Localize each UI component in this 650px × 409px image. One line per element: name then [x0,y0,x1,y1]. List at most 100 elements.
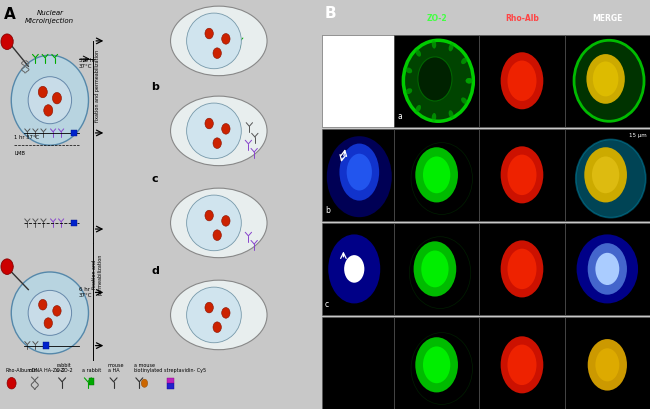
Text: fixation and
permeabilization: fixation and permeabilization [92,253,103,295]
Ellipse shape [500,240,543,297]
Circle shape [213,230,222,240]
Ellipse shape [448,110,454,118]
Circle shape [38,86,47,98]
Bar [89,378,94,385]
Ellipse shape [500,146,543,203]
Ellipse shape [595,348,619,381]
Bar [71,130,77,136]
Ellipse shape [584,147,627,202]
Circle shape [213,48,222,58]
Circle shape [53,306,61,316]
Circle shape [222,34,230,44]
Ellipse shape [170,96,267,166]
Text: Rho-Alb: Rho-Alb [505,14,539,23]
Ellipse shape [187,287,241,343]
Text: c: c [325,300,329,309]
Ellipse shape [170,280,267,350]
Bar [394,35,479,127]
Ellipse shape [404,40,473,121]
Ellipse shape [595,253,619,285]
Text: ZO-2: ZO-2 [426,14,447,23]
Bar [394,317,479,409]
Text: cDNA HA-ZO-2: cDNA HA-ZO-2 [29,369,65,373]
Ellipse shape [406,67,412,73]
Text: 6 hr
37°C: 6 hr 37°C [79,287,92,298]
Text: a rabbit: a rabbit [82,369,101,373]
Ellipse shape [415,147,458,202]
Ellipse shape [415,105,421,112]
Ellipse shape [461,97,467,104]
Bar [166,378,174,383]
Ellipse shape [593,61,618,97]
Text: A: A [4,7,16,22]
Circle shape [53,92,62,104]
Circle shape [222,216,230,226]
Text: streptavidin- Cy5: streptavidin- Cy5 [164,369,206,373]
Ellipse shape [11,272,88,354]
Ellipse shape [413,241,456,297]
Text: b: b [151,82,159,92]
Ellipse shape [465,78,473,83]
Bar [479,35,565,127]
Bar [479,129,565,221]
Circle shape [1,34,13,49]
Ellipse shape [423,156,450,193]
Ellipse shape [187,195,241,251]
Circle shape [205,118,213,129]
Circle shape [205,210,213,221]
Ellipse shape [327,136,392,217]
Circle shape [1,259,13,274]
Bar [565,317,650,409]
Bar [71,220,77,226]
Ellipse shape [415,337,458,393]
Circle shape [7,378,16,389]
Ellipse shape [508,249,536,289]
Ellipse shape [28,77,72,124]
Text: fixation and permeabilization: fixation and permeabilization [95,50,99,122]
Ellipse shape [423,346,450,383]
Ellipse shape [170,6,267,76]
Text: a mouse
biotinylated: a mouse biotinylated [133,363,163,373]
Ellipse shape [346,154,372,191]
Ellipse shape [577,234,638,303]
Text: Nuclear
Microinjection: Nuclear Microinjection [25,10,75,24]
Ellipse shape [339,144,379,200]
Text: 3-6 hr
37°C: 3-6 hr 37°C [79,58,96,69]
Ellipse shape [448,43,454,52]
Text: a: a [397,112,402,121]
Text: B: B [325,6,337,21]
Text: LMB: LMB [14,151,25,156]
Bar [479,317,565,409]
Ellipse shape [328,234,380,303]
Ellipse shape [574,40,644,121]
Text: rabbit
a ZO-2: rabbit a ZO-2 [57,363,73,373]
Bar [394,223,479,315]
Circle shape [222,124,230,134]
Ellipse shape [432,40,436,49]
Ellipse shape [592,156,619,193]
Bar [322,129,394,221]
Bar [322,223,394,315]
Circle shape [222,308,230,318]
Bar [394,129,479,221]
Ellipse shape [586,54,625,104]
Text: c: c [151,174,158,184]
Text: mouse
a HA: mouse a HA [108,363,124,373]
Circle shape [213,322,222,333]
Ellipse shape [11,55,88,145]
Ellipse shape [170,188,267,258]
Ellipse shape [28,290,72,335]
Ellipse shape [344,255,365,283]
Ellipse shape [418,57,452,101]
Ellipse shape [465,78,473,83]
Ellipse shape [421,250,448,288]
Ellipse shape [406,88,412,94]
Bar [565,129,650,221]
Ellipse shape [461,58,467,64]
Bar [44,342,49,349]
Ellipse shape [432,113,436,121]
Circle shape [141,379,148,387]
Circle shape [205,28,213,39]
Circle shape [38,299,47,310]
Ellipse shape [415,49,421,57]
